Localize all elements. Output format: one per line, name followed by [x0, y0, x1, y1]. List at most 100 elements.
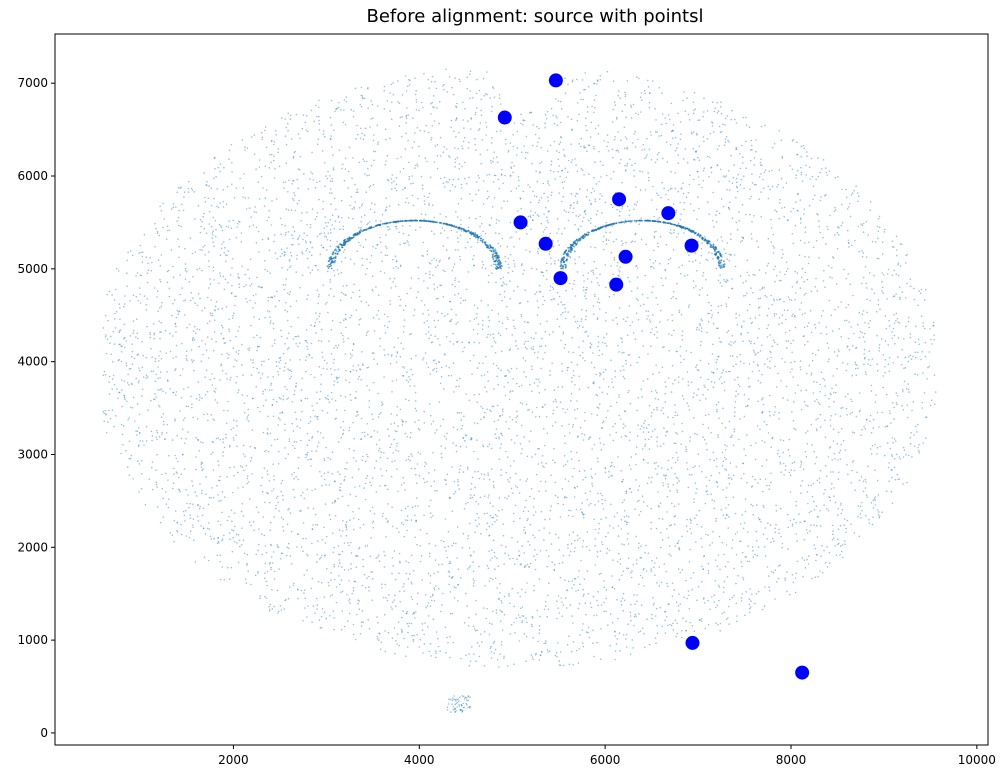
- cell-point: [557, 607, 559, 609]
- cell-point: [495, 364, 498, 367]
- cell-point: [497, 313, 500, 315]
- cell-point: [355, 613, 358, 616]
- cell-point: [391, 354, 393, 356]
- cell-point: [877, 514, 880, 516]
- cell-point: [634, 162, 636, 165]
- cell-point: [494, 248, 497, 250]
- cell-point: [138, 491, 140, 493]
- cell-point: [618, 162, 621, 165]
- cell-point: [199, 441, 202, 443]
- cell-point: [114, 327, 117, 329]
- cell-point: [779, 463, 782, 465]
- cell-point: [557, 502, 559, 505]
- cell-point: [322, 200, 324, 203]
- cell-point: [707, 155, 709, 158]
- cell-point: [493, 555, 496, 558]
- cell-point: [723, 278, 725, 281]
- cell-point: [542, 303, 544, 306]
- cell-point: [837, 176, 839, 178]
- cell-point: [665, 385, 667, 388]
- cell-point: [614, 104, 616, 106]
- cell-point: [667, 603, 669, 605]
- cell-point: [514, 327, 516, 330]
- cell-point: [270, 140, 273, 143]
- cell-point: [685, 446, 687, 448]
- cell-point: [260, 132, 263, 134]
- cell-point: [329, 458, 332, 461]
- cell-point: [552, 409, 555, 412]
- cell-point: [285, 231, 287, 234]
- cell-point: [250, 583, 252, 586]
- cell-point: [469, 320, 471, 322]
- cell-point: [588, 199, 591, 201]
- cell-point: [673, 290, 675, 293]
- cell-point: [260, 364, 263, 366]
- cell-point: [536, 553, 538, 556]
- cell-point: [206, 322, 209, 325]
- cell-point: [279, 356, 282, 359]
- cell-point: [630, 468, 632, 471]
- cell-point: [344, 396, 347, 398]
- cell-point: [696, 369, 699, 371]
- cell-point: [554, 398, 557, 401]
- cell-point: [260, 175, 263, 178]
- cell-point: [482, 445, 485, 448]
- cell-point: [561, 561, 564, 564]
- cell-point: [419, 545, 421, 547]
- cell-point: [686, 597, 689, 600]
- cell-point: [600, 176, 602, 178]
- cell-point: [308, 422, 310, 425]
- cell-point: [159, 350, 162, 353]
- cell-point: [676, 489, 678, 491]
- cell-point: [564, 92, 567, 94]
- cell-point: [486, 336, 488, 339]
- cell-point: [802, 144, 804, 147]
- cell-point: [731, 287, 733, 290]
- cell-point: [533, 195, 536, 197]
- cell-point: [677, 503, 680, 505]
- cell-point: [456, 412, 459, 414]
- cell-point: [442, 418, 445, 421]
- cell-point: [580, 168, 582, 170]
- cell-point: [585, 195, 588, 198]
- cell-point: [395, 355, 398, 358]
- cell-point: [721, 371, 724, 374]
- cell-point: [352, 110, 355, 112]
- cell-point: [766, 537, 769, 540]
- cell-point: [246, 416, 249, 418]
- cell-point: [761, 411, 763, 414]
- cell-point: [488, 478, 491, 481]
- cell-point: [137, 337, 139, 340]
- cell-point: [290, 255, 293, 257]
- cell-point: [519, 198, 522, 200]
- cell-point: [607, 410, 609, 412]
- cell-point: [519, 595, 521, 598]
- cell-point: [267, 296, 270, 299]
- cell-point: [228, 318, 230, 321]
- cell-point: [549, 374, 551, 377]
- cell-point: [417, 277, 420, 280]
- cell-point: [579, 426, 582, 429]
- cell-point: [794, 314, 796, 317]
- cell-point: [284, 234, 287, 236]
- cell-point: [163, 438, 166, 440]
- cell-point: [158, 436, 161, 438]
- cell-point: [261, 286, 263, 289]
- cell-point: [884, 371, 886, 374]
- cell-point: [716, 164, 718, 166]
- cell-point: [268, 310, 271, 313]
- cell-point: [348, 544, 350, 547]
- cell-point: [351, 476, 354, 479]
- cell-point: [108, 393, 111, 395]
- cell-point: [638, 77, 640, 80]
- cell-point: [532, 346, 535, 348]
- cell-point: [470, 246, 472, 248]
- cell-point: [819, 403, 821, 406]
- cell-point: [749, 198, 751, 200]
- cell-point: [270, 224, 273, 226]
- cell-point: [418, 155, 420, 157]
- cell-point: [304, 340, 307, 342]
- cell-point: [228, 158, 230, 161]
- cell-point: [542, 275, 545, 277]
- cell-point: [529, 250, 531, 253]
